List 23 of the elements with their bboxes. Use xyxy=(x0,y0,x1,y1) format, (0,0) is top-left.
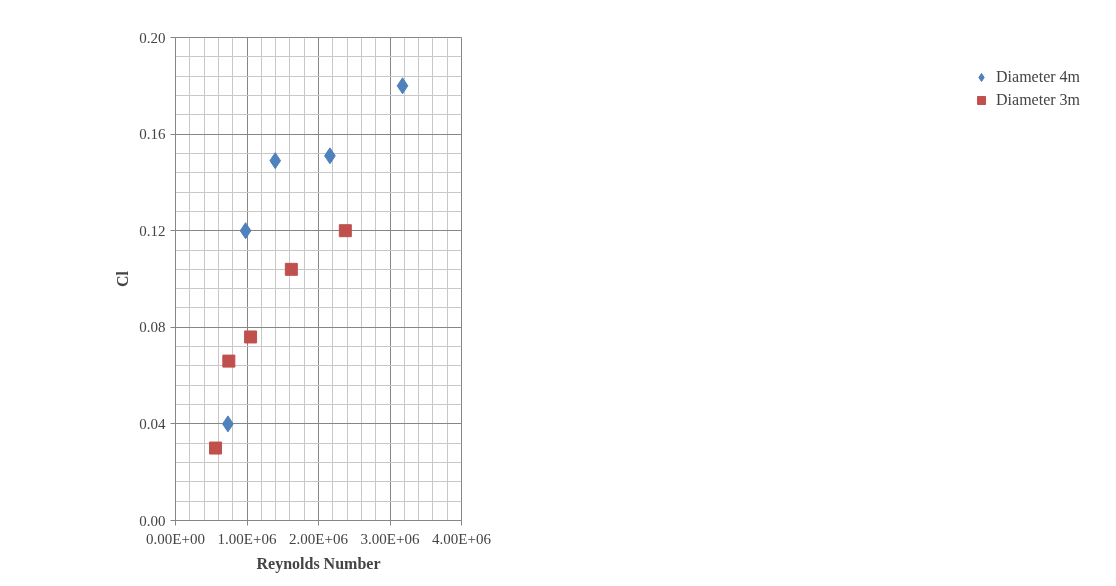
x-axis-title: Reynolds Number xyxy=(256,554,381,573)
point xyxy=(338,224,352,238)
point xyxy=(209,441,223,455)
point xyxy=(269,152,282,170)
point xyxy=(396,77,409,95)
legend-label: Diameter 4m xyxy=(996,68,1080,86)
y-axis-title: Cl xyxy=(114,270,132,287)
point xyxy=(222,354,236,368)
point xyxy=(244,330,258,344)
point xyxy=(284,262,298,276)
x-tick-label: 3.00E+06 xyxy=(360,530,420,547)
y-tick-label: 0.08 xyxy=(139,319,166,336)
y-tick-label: 0.00 xyxy=(139,512,166,529)
x-tick-label: 0.00E+00 xyxy=(146,530,205,547)
x-tick-label: 2.00E+06 xyxy=(289,530,349,547)
x-tick-label: 4.00E+06 xyxy=(432,530,492,547)
legend-label: Diameter 3m xyxy=(996,91,1080,109)
y-tick-label: 0.16 xyxy=(139,126,166,143)
y-tick-label: 0.20 xyxy=(139,29,166,46)
x-tick-label: 1.00E+06 xyxy=(217,530,277,547)
y-tick-label: 0.12 xyxy=(139,222,166,239)
y-tick-label: 0.04 xyxy=(139,415,166,432)
point xyxy=(239,222,252,240)
